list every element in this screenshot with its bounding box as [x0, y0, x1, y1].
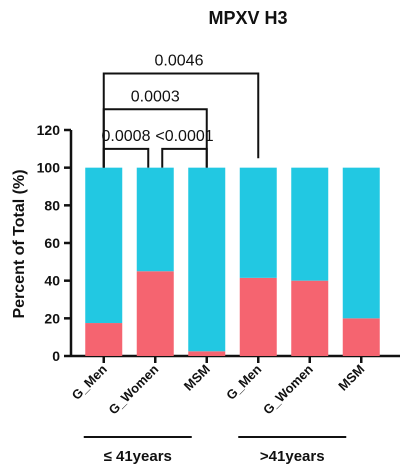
- bar-segment-1: [342, 167, 380, 319]
- y-tick-label: 120: [37, 122, 61, 138]
- bar-segment-1: [291, 167, 329, 281]
- bar-segment-1: [239, 167, 277, 278]
- group-label: ≤ 41years: [104, 448, 172, 465]
- comparison-bracket: [102, 147, 150, 168]
- bar-segment-0: [85, 323, 123, 356]
- bar-segment-1: [188, 167, 226, 352]
- p-value-label: 0.0046: [155, 53, 204, 70]
- y-tick-label: 0: [52, 348, 60, 364]
- x-tick-label: G_Women: [260, 361, 316, 417]
- bar-segment-0: [342, 318, 380, 356]
- y-tick-label: 20: [44, 310, 60, 326]
- bar-segment-0: [239, 277, 277, 356]
- x-tick-label: G_Men: [69, 361, 110, 402]
- x-tick-label: G_Men: [223, 361, 264, 402]
- y-tick-label: 100: [37, 160, 61, 176]
- comparison-bracket: [161, 147, 208, 168]
- y-tick-label: 80: [44, 197, 60, 213]
- group-label: >41years: [260, 448, 325, 465]
- x-tick-label: MSM: [181, 362, 213, 394]
- x-tick-label: G_Women: [105, 361, 161, 417]
- comparison-bracket: [102, 72, 260, 168]
- p-value-label: 0.0003: [131, 88, 180, 105]
- bar-segment-0: [136, 271, 174, 356]
- chart-title: MPXV H3: [208, 8, 287, 28]
- y-axis-label: Percent of Total (%): [11, 169, 28, 318]
- y-tick-label: 60: [44, 235, 60, 251]
- p-value-label: 0.0008: [102, 128, 151, 145]
- y-tick-label: 40: [44, 273, 60, 289]
- p-value-label: <0.0001: [155, 128, 213, 145]
- bar-segment-0: [188, 351, 226, 356]
- bar-segment-1: [136, 167, 174, 272]
- bar-segment-0: [291, 280, 329, 356]
- x-tick-label: MSM: [335, 362, 367, 394]
- bar-segment-1: [85, 167, 123, 324]
